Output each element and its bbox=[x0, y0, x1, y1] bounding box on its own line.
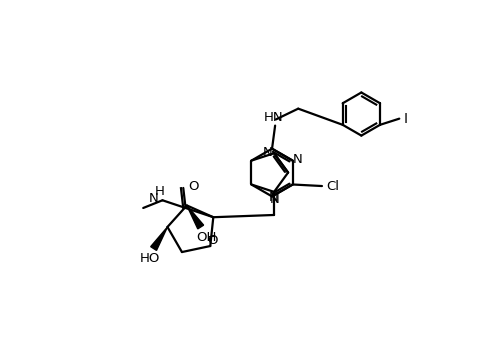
Text: HN: HN bbox=[264, 111, 283, 123]
Polygon shape bbox=[187, 206, 204, 229]
Text: N: N bbox=[270, 193, 280, 206]
Text: OH: OH bbox=[196, 230, 216, 243]
Text: I: I bbox=[404, 112, 408, 126]
Text: Cl: Cl bbox=[326, 180, 339, 193]
Polygon shape bbox=[151, 227, 167, 251]
Text: N: N bbox=[148, 192, 158, 205]
Text: N: N bbox=[293, 153, 303, 166]
Text: N: N bbox=[269, 191, 278, 204]
Text: N: N bbox=[263, 146, 273, 159]
Text: H: H bbox=[155, 185, 164, 198]
Text: O: O bbox=[188, 180, 198, 193]
Text: HO: HO bbox=[139, 252, 160, 265]
Text: O: O bbox=[207, 234, 218, 247]
